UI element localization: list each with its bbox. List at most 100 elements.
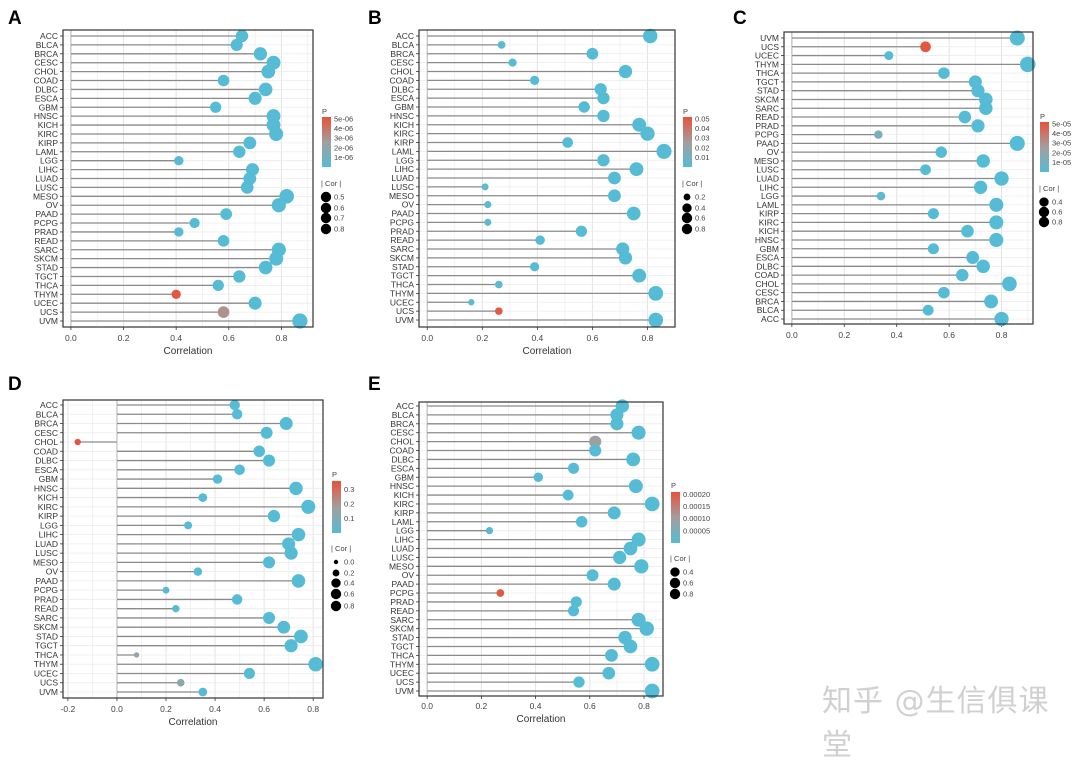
panel-label: C bbox=[733, 8, 747, 29]
category-label: KIRP bbox=[394, 138, 414, 148]
lollipop-point bbox=[938, 67, 950, 79]
lollipop-point bbox=[133, 652, 140, 658]
category-label: UCEC bbox=[34, 668, 58, 678]
lollipop-point bbox=[632, 268, 647, 283]
lollipop-point bbox=[234, 464, 245, 476]
size-legend-label: 0.4 bbox=[344, 579, 354, 588]
category-label: LIHC bbox=[39, 530, 58, 540]
category-label: SARC bbox=[34, 613, 58, 623]
category-label: STAD bbox=[36, 263, 58, 273]
category-label: ACC bbox=[396, 31, 414, 41]
category-label: LUSC bbox=[756, 165, 779, 175]
p-colorbar-label: 0.3 bbox=[344, 485, 354, 494]
size-legend-dot bbox=[1039, 197, 1049, 207]
lollipop-point bbox=[210, 101, 222, 113]
lollipop-point bbox=[292, 313, 308, 329]
p-colorbar-label: 0.02 bbox=[695, 143, 710, 152]
category-label: PAAD bbox=[756, 138, 779, 148]
x-tick-label: 0.2 bbox=[838, 330, 850, 340]
lollipop-point bbox=[289, 481, 303, 496]
lollipop-point bbox=[243, 667, 255, 680]
lollipop-point bbox=[626, 206, 641, 221]
category-label: READ bbox=[34, 604, 58, 614]
lollipop-point bbox=[291, 527, 306, 542]
x-tick-label: 0.0 bbox=[421, 333, 433, 343]
category-label: SARC bbox=[390, 615, 414, 625]
lollipop-point bbox=[484, 201, 492, 209]
p-colorbar-label: 3e-06 bbox=[334, 134, 353, 143]
category-label: SARC bbox=[34, 245, 58, 255]
plot-border bbox=[783, 31, 1034, 325]
category-label: READ bbox=[755, 112, 779, 122]
x-tick-label: 0.4 bbox=[531, 333, 543, 343]
x-tick-label: 0.8 bbox=[642, 333, 654, 343]
category-label: ESCA bbox=[35, 93, 58, 103]
lollipop-point bbox=[984, 294, 998, 309]
category-label: LGG bbox=[40, 520, 58, 530]
lollipop-point bbox=[935, 146, 947, 158]
lollipop-point bbox=[648, 312, 664, 328]
lollipop-point bbox=[976, 259, 990, 274]
lollipop-point bbox=[971, 119, 985, 133]
category-label: LAML bbox=[757, 200, 779, 210]
category-label: CHOL bbox=[755, 279, 779, 289]
size-legend-label: 0.6 bbox=[334, 204, 344, 213]
lollipop-point bbox=[485, 527, 494, 535]
lollipop-point bbox=[958, 110, 972, 124]
legend-size-title: | Cor | bbox=[331, 544, 351, 553]
category-label: STAD bbox=[757, 86, 779, 96]
x-tick-label: 0.0 bbox=[111, 704, 123, 714]
lollipop-point bbox=[575, 516, 588, 528]
category-label: PRAD bbox=[34, 594, 58, 604]
category-label: PCPG bbox=[34, 218, 58, 228]
legend: P 0.00020 0.00015 0.00010 0.00005 | Cor | 0.4 0… bbox=[669, 481, 710, 600]
lollipop-point bbox=[198, 687, 208, 697]
lollipop-point bbox=[562, 489, 574, 501]
lollipop-point bbox=[291, 574, 306, 588]
lollipop-point bbox=[631, 532, 646, 547]
category-label: HNSC bbox=[34, 483, 58, 493]
lollipop-point bbox=[629, 162, 644, 177]
x-tick-label: 0.4 bbox=[891, 330, 903, 340]
category-label: COAD bbox=[33, 76, 58, 86]
x-tick-label: 0.4 bbox=[530, 701, 542, 711]
category-label: THYM bbox=[34, 289, 58, 299]
legend: P0.30.20.1| Cor |0.00.20.40.60.8 bbox=[330, 470, 354, 612]
size-legend-label: 0.2 bbox=[344, 569, 354, 578]
x-tick-label: 0.0 bbox=[421, 701, 433, 711]
x-axis-title: Correlation bbox=[517, 714, 566, 725]
lollipop-point bbox=[533, 472, 544, 482]
lollipop-point bbox=[874, 130, 883, 139]
category-label: KIRC bbox=[759, 217, 779, 227]
p-colorbar bbox=[683, 117, 692, 167]
lollipop-point bbox=[656, 143, 672, 159]
category-label: COAD bbox=[389, 446, 414, 456]
category-label: UVM bbox=[395, 686, 414, 696]
lollipop-point bbox=[233, 145, 246, 158]
category-label: LGG bbox=[40, 156, 58, 166]
lollipop-point bbox=[567, 462, 580, 474]
size-legend-dot bbox=[682, 203, 692, 213]
category-label: SKCM bbox=[754, 94, 779, 104]
category-label: UVM bbox=[39, 316, 58, 326]
lollipop-point bbox=[258, 82, 273, 97]
category-label: DLBC bbox=[391, 454, 414, 464]
panel-a: A 0.0 0.2 0.4 0.6 0.8 ACCBLCABRCACESCCHOLCOADD… bbox=[8, 8, 353, 357]
category-label: ACC bbox=[40, 400, 58, 410]
category-label: BRCA bbox=[390, 49, 414, 59]
lollipop-point bbox=[217, 306, 230, 318]
category-label: UVM bbox=[395, 315, 414, 325]
category-label: THCA bbox=[391, 650, 414, 660]
lollipop-point bbox=[468, 299, 475, 306]
category-label: HNSC bbox=[390, 111, 414, 121]
lollipop-point bbox=[938, 286, 950, 299]
category-label: BRCA bbox=[755, 296, 779, 306]
category-label: KICH bbox=[38, 120, 58, 130]
lollipop-point bbox=[172, 604, 180, 613]
lollipop-point bbox=[529, 75, 540, 85]
lollipop-point bbox=[643, 28, 658, 44]
category-label: ESCA bbox=[35, 465, 58, 475]
lollipop-point bbox=[269, 126, 284, 142]
x-tick-label: 0.2 bbox=[118, 333, 130, 343]
lollipop-point bbox=[240, 181, 254, 194]
